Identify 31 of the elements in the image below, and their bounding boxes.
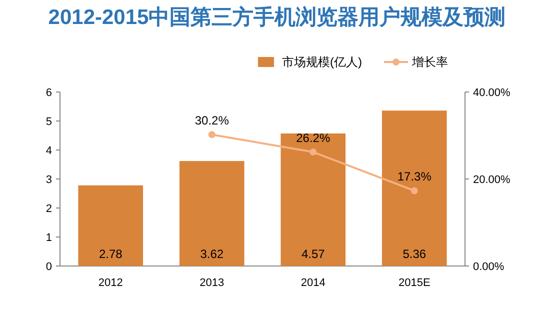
- y-tick-label: 2: [46, 203, 52, 215]
- chart-title: 2012-2015中国第三方手机浏览器用户规模及预测: [48, 5, 506, 29]
- x-tick-label: 2013: [200, 277, 224, 289]
- y2-tick-label: 0.00%: [473, 261, 504, 273]
- point: [410, 187, 418, 194]
- y-tick-label: 0: [46, 261, 52, 273]
- data-label: 4.57: [301, 247, 326, 261]
- data-label: 2.78: [98, 247, 123, 261]
- legend-label: 市场规模(亿人): [282, 55, 362, 69]
- y2-tick-label: 40.00%: [473, 87, 511, 99]
- data-label: 17.3%: [397, 170, 432, 184]
- y-tick-label: 3: [46, 174, 52, 186]
- y-tick-label: 4: [46, 145, 52, 157]
- bar: [179, 161, 244, 266]
- point: [310, 148, 317, 156]
- bar: [78, 185, 144, 266]
- y-tick-label: 1: [46, 232, 52, 244]
- legend-label: 增长率: [411, 55, 448, 69]
- y2-tick-label: 20.00%: [473, 174, 511, 186]
- data-label: 5.36: [402, 247, 426, 261]
- x-tick-label: 2014: [300, 277, 326, 289]
- data-label: 26.2%: [296, 131, 330, 146]
- y-tick-label: 6: [46, 87, 52, 99]
- data-label: 3.62: [200, 247, 224, 261]
- point: [208, 131, 216, 138]
- bar: [280, 133, 346, 266]
- y-tick-label: 5: [46, 116, 52, 128]
- data-label: 30.2%: [194, 114, 230, 128]
- x-tick-label: 2015E: [398, 277, 430, 289]
- x-tick-label: 2012: [98, 277, 123, 289]
- bar: [382, 110, 447, 266]
